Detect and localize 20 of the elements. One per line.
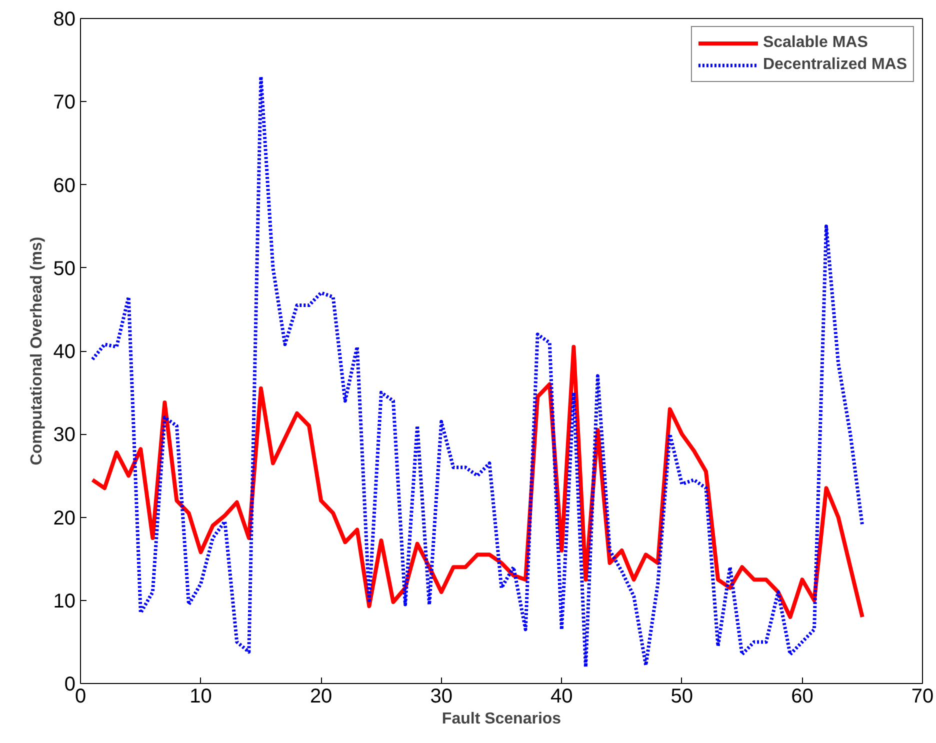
x-tick-label: 20 — [310, 686, 332, 708]
x-tick-label: 30 — [430, 686, 452, 708]
x-tick-label: 60 — [791, 686, 814, 708]
x-tick-label: 50 — [670, 686, 694, 708]
x-tick-label: 70 — [911, 686, 934, 708]
x-tick-label: 10 — [190, 686, 212, 708]
x-axis-title: Fault Scenarios — [442, 710, 562, 728]
y-tick-label: 40 — [53, 341, 76, 363]
y-tick-label: 80 — [53, 8, 76, 30]
legend-label: Scalable MAS — [762, 34, 868, 52]
y-tick-label: 70 — [53, 92, 76, 114]
y-tick-label: 30 — [53, 424, 76, 446]
x-tick-label: 40 — [550, 686, 573, 708]
y-axis-title: Computational Overhead (ms) — [28, 236, 46, 466]
y-tick-label: 60 — [53, 174, 76, 197]
y-tick-label: 50 — [53, 258, 76, 280]
line-series — [90, 74, 864, 669]
legend-label: Decentralized MAS — [762, 56, 907, 74]
y-tick-label: 20 — [53, 507, 76, 530]
y-tick-label: 10 — [53, 590, 76, 612]
